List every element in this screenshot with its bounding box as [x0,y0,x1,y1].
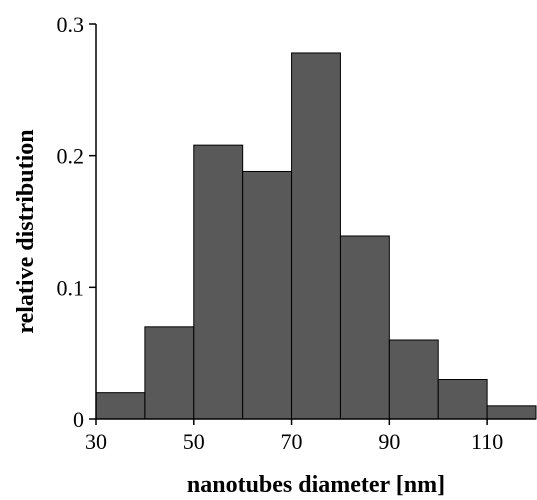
bar-50-60 [193,144,244,420]
bar-110-120 [486,405,537,420]
y-tick-label-0: 0 [73,407,84,432]
bars-group [95,52,537,420]
bar-90-100 [388,339,439,420]
x-ticks-group: 30 50 70 90 110 [85,419,503,454]
x-tick-label-70: 70 [281,429,303,454]
y-tick-label-0.3: 0.3 [57,12,85,37]
bar-80-90 [339,235,390,420]
x-tick-label-30: 30 [85,429,107,454]
y-axis-title: relative distribution [13,129,39,333]
x-axis-title: nanotubes diameter [nm] [187,472,445,498]
bar-40-50 [144,326,195,420]
y-tick-label-0.1: 0.1 [57,275,85,300]
bar-30-40 [95,392,146,420]
bar-70-80 [291,52,341,420]
x-tick-label-90: 90 [378,429,400,454]
x-tick-label-50: 50 [183,429,205,454]
bar-100-110 [437,379,488,420]
bar-60-70 [242,170,293,420]
y-tick-label-0.2: 0.2 [57,144,85,169]
x-tick-label-110: 110 [471,429,503,454]
y-ticks-group: 0 0.1 0.2 0.3 [57,12,96,432]
